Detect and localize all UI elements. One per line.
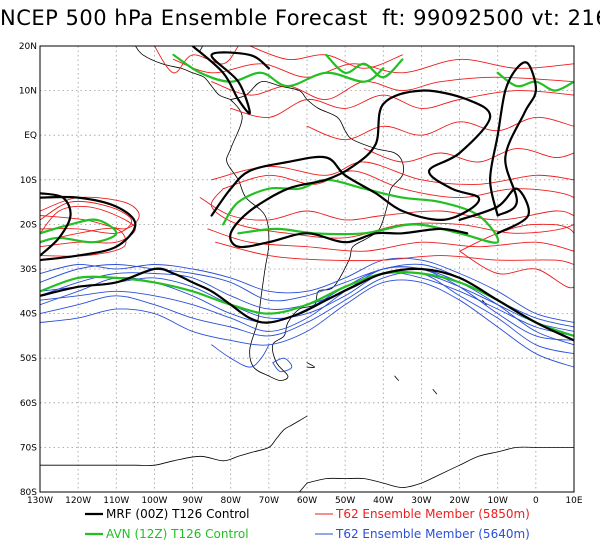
t62-5850m-contour (40, 201, 133, 235)
lat-tick-label: 20N (19, 42, 37, 52)
lon-tick-label: 130W (27, 496, 53, 506)
mrf-control-contour (458, 187, 530, 235)
t62-5850m-contour (210, 170, 574, 239)
lon-tick-label: 80W (221, 496, 241, 506)
legend-entry-mrf: MRF (00Z) T126 Control (106, 507, 250, 521)
t62-5640m-contour (40, 266, 574, 346)
t62-5850m-contour (40, 205, 136, 248)
lon-tick-label: 100W (141, 496, 167, 506)
mrf-control-contour (210, 89, 492, 249)
t62-5850m-contour (153, 46, 239, 74)
legend-entry-t62-5850: T62 Ensemble Member (5850m) (335, 507, 530, 521)
t62-5640m-contour (40, 279, 574, 368)
lon-tick-label: 30W (411, 496, 431, 506)
mrf-control-contour (489, 61, 538, 217)
avn-control-contour (222, 178, 500, 244)
t62-5850m-contour (249, 46, 403, 69)
coastline (394, 375, 399, 381)
t62-5850m-contour (211, 161, 574, 185)
legend: MRF (00Z) T126 Control T62 Ensemble Membe… (85, 507, 530, 541)
coastline (299, 482, 308, 492)
legend-entry-avn: AVN (12Z) T126 Control (106, 527, 249, 541)
mrf-control-contour (40, 267, 574, 342)
coastline (40, 415, 308, 466)
lat-tick-label: EQ (24, 131, 37, 141)
t62-5850m-contour (363, 148, 574, 163)
lat-tick-label: 10N (19, 87, 37, 97)
chart-title: NCEP 500 hPa Ensemble Forecast ft: 99092… (0, 6, 600, 30)
t62-5640m-contour (40, 257, 574, 323)
lon-tick-label: 60W (297, 496, 317, 506)
t62-5640m-contour (40, 271, 574, 355)
t62-5850m-contour (207, 228, 574, 252)
lon-tick-label: 120W (65, 496, 91, 506)
lat-tick-label: 60S (20, 399, 37, 409)
coastline (192, 46, 204, 51)
t62-5850m-contour (306, 116, 574, 141)
lat-tick-label: 80S (20, 488, 37, 498)
lat-tick-label: 50S (20, 354, 37, 364)
mrf-control-contour (40, 195, 137, 262)
mrf-control-contour (40, 192, 72, 257)
lat-tick-label: 10S (20, 176, 37, 186)
lat-tick-label: 70S (20, 443, 37, 453)
lon-tick-label: 70W (259, 496, 279, 506)
coastline (432, 389, 438, 395)
lat-tick-label: 30S (20, 265, 37, 275)
lon-tick-label: 0 (533, 496, 539, 506)
t62-5850m-contour (173, 58, 574, 78)
t62-5850m-contour (459, 223, 574, 289)
lon-tick-label: 40W (373, 496, 393, 506)
coastline (306, 446, 574, 488)
t62-5850m-contour (215, 241, 574, 265)
mrf-control-contour (191, 46, 270, 115)
t62-5640m-contour (272, 357, 293, 373)
legend-entry-t62-5640: T62 Ensemble Member (5640m) (335, 527, 530, 541)
t62-5640m-contour (211, 344, 270, 368)
map-frame (39, 45, 575, 493)
t62-5640m-contour (40, 272, 574, 337)
lat-tick-label: 40S (20, 310, 37, 320)
lon-tick-label: 20W (449, 496, 469, 506)
lon-tick-label: 110W (103, 496, 129, 506)
lon-tick-label: 10E (565, 496, 582, 506)
coastline (306, 362, 315, 368)
avn-control-contour (172, 53, 385, 88)
lon-tick-label: 10W (488, 496, 508, 506)
coastline (135, 46, 232, 100)
lat-tick-label: 20S (20, 220, 37, 230)
lon-tick-label: 50W (335, 496, 355, 506)
lon-tick-label: 90W (182, 496, 202, 506)
avn-control-contour (325, 53, 404, 79)
t62-5850m-contour (230, 90, 574, 118)
contour-layer (40, 46, 574, 492)
